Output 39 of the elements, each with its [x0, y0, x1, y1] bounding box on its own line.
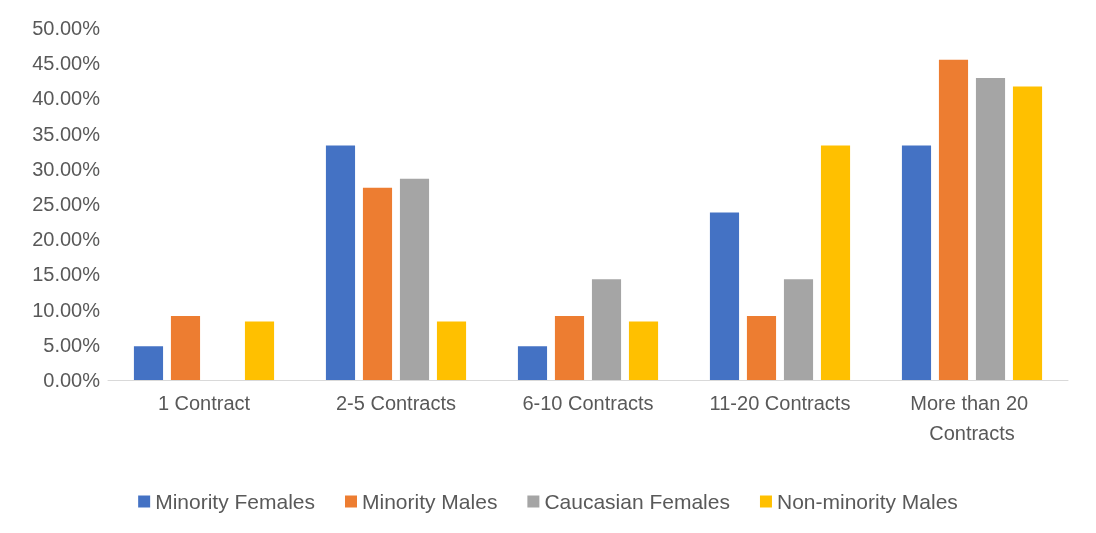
x-tick-label: 1 Contract	[157, 392, 251, 414]
bar	[133, 346, 164, 380]
x-tick-label: 2-5 Contracts	[335, 392, 457, 414]
y-tick-label: 50.00%	[32, 17, 101, 39]
legend-label: Caucasian Females	[544, 490, 730, 513]
bar	[170, 315, 201, 380]
bar	[709, 212, 740, 380]
y-tick-label: 40.00%	[32, 87, 101, 110]
bar	[628, 321, 659, 380]
bar	[820, 145, 851, 380]
bar	[517, 346, 548, 380]
x-tick-label: 11-20 Contracts	[709, 392, 851, 414]
bar	[591, 279, 622, 380]
y-tick-label: 5.00%	[43, 333, 101, 356]
bar	[1012, 86, 1043, 380]
legend-label: Minority Males	[362, 490, 498, 513]
bar	[938, 59, 969, 380]
x-tick-label: 6-10 Contracts	[522, 392, 654, 414]
y-tick-label: 15.00%	[32, 263, 101, 286]
bar	[783, 279, 814, 380]
bar	[436, 321, 467, 380]
y-tick-label: 45.00%	[32, 52, 101, 75]
x-tick-label: More than 20 Contracts	[910, 392, 1034, 444]
bar	[325, 145, 356, 380]
bar	[975, 77, 1006, 380]
y-tick-label: 30.00%	[32, 157, 101, 180]
y-tick-label: 20.00%	[32, 228, 101, 251]
legend-label: Non-minority Males	[776, 490, 958, 513]
bar	[554, 315, 585, 380]
legend-label: Minority Females	[155, 490, 316, 513]
bar	[362, 187, 393, 380]
bar	[244, 321, 275, 380]
y-tick-label: 10.00%	[32, 298, 101, 321]
y-tick-label: 35.00%	[32, 122, 101, 145]
bar	[901, 145, 932, 380]
y-tick-label: 0.00%	[43, 369, 101, 391]
bar	[746, 315, 777, 380]
y-tick-label: 25.00%	[32, 193, 101, 215]
bar	[399, 178, 430, 380]
